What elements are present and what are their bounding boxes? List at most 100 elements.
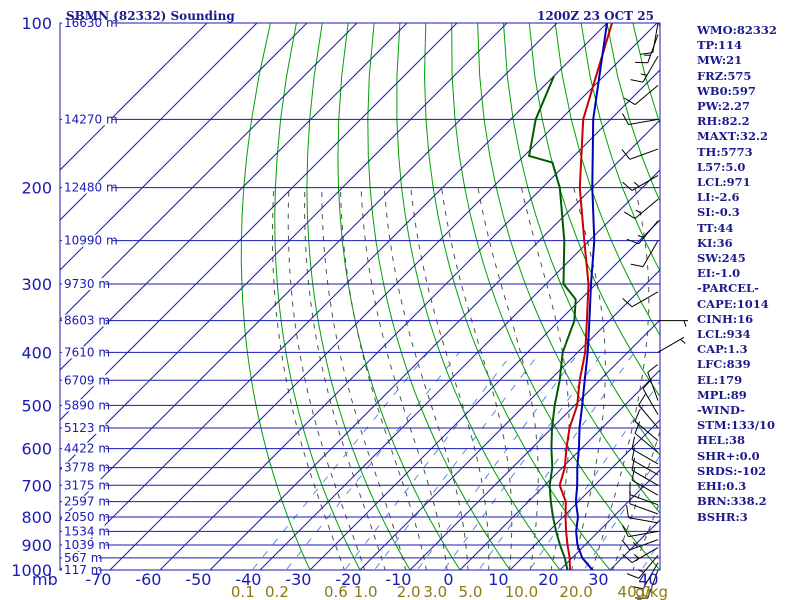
wind-barb-staff (652, 22, 659, 53)
index-item: LCL:934 (697, 327, 751, 342)
wind-barb-half-flag (633, 554, 640, 559)
wind-barb-half-flag (637, 234, 645, 239)
temperature-tick-label: 10 (488, 570, 508, 589)
dry-adiabat (367, 23, 511, 570)
wind-barb-staff (634, 84, 659, 105)
wind-barb (621, 148, 659, 160)
wind-barb-half-flag (633, 541, 638, 548)
mixing-ratio-label: 20.0 (559, 583, 592, 600)
wind-barb-flag (631, 457, 636, 471)
wind-barb (630, 562, 659, 590)
height-label: 567 m (64, 551, 102, 565)
isotherm-line (60, 23, 558, 521)
wind-barb (630, 240, 659, 268)
index-item: TH:5773 (697, 144, 753, 159)
moist-adiabat (272, 187, 345, 570)
index-item: SW:245 (697, 251, 746, 266)
index-item: WMO:82332 (697, 23, 777, 37)
index-item: CINH:16 (697, 311, 754, 326)
wind-barb-flag (626, 238, 639, 245)
wind-barb-staff (631, 547, 659, 564)
isotherm-line (309, 219, 660, 570)
pressure-label: 500 (21, 396, 52, 415)
height-label-bg (62, 538, 106, 551)
wind-barb-staff (638, 220, 659, 245)
wind-barb (621, 539, 659, 551)
height-label: 5123 m (64, 421, 110, 435)
wind-barb (629, 491, 659, 515)
mixing-ratio-line (344, 352, 514, 570)
wind-barb (658, 320, 688, 327)
wind-barb-staff (634, 432, 659, 453)
index-item: TP:114 (697, 38, 743, 53)
index-item: -WIND- (697, 403, 745, 418)
height-label: 8603 m (64, 314, 110, 328)
wind-barb-staff (629, 494, 659, 506)
temperature-tick-label: -40 (235, 570, 261, 589)
height-label-bg (62, 181, 113, 194)
wind-barbs (621, 22, 688, 599)
temperature-tick-label: 20 (538, 570, 558, 589)
wind-barb-staff (631, 291, 659, 308)
wind-barb (640, 22, 659, 55)
wind-barb-flag (621, 539, 631, 551)
wind-barb-flag (638, 393, 646, 406)
mixing-ratio-label: 0.1 (231, 583, 255, 600)
moist-adiabat (521, 187, 570, 570)
index-item: SI:-0.3 (697, 205, 740, 220)
wind-barb (657, 336, 686, 353)
dry-adiabat (423, 23, 611, 570)
wind-barb (647, 364, 659, 401)
wind-barb (622, 547, 659, 564)
isotherm-line (359, 269, 660, 570)
mixing-ratio-line (251, 352, 429, 570)
temperature-labels: mb -70 -60 -50 -40 -30 -20 -10 0 10 20 30 40 (32, 570, 659, 589)
isotherm-line (559, 469, 660, 570)
height-label-bg (62, 442, 106, 455)
mixing-ratio-labels: 0.1 0.2 0.6 1.0 2.0 3.0 5.0 10.0 20.0 40.0g/kg (231, 583, 668, 600)
isotherms (60, 23, 660, 570)
wind-barb-flag (634, 409, 641, 422)
sounding-series (527, 23, 613, 570)
height-label: 7610 m (64, 345, 110, 359)
isotherm-line (159, 69, 660, 570)
moist-adiabat (477, 187, 539, 570)
height-label-bg (62, 564, 99, 576)
wind-barb-flag (626, 573, 639, 579)
wind-barb-staff (642, 388, 659, 415)
moist-adiabat (632, 499, 660, 570)
moist-adiabat (304, 187, 386, 570)
dry-adiabat (580, 23, 660, 272)
height-labels: 16630 m 14270 m 12480 m 10990 m 9730 m 8603 m… (62, 16, 118, 577)
wind-barb-half-flag (637, 569, 645, 573)
moist-adiabat (287, 187, 366, 570)
index-item: KI:36 (697, 235, 733, 250)
wind-barb (629, 481, 659, 506)
wind-barb-flag (622, 298, 633, 308)
wind-barb-flag (630, 585, 644, 590)
height-label-bg (62, 461, 106, 474)
height-label: 1534 m (64, 524, 110, 538)
wind-barb-staff (631, 175, 659, 191)
isotherm-line (60, 23, 258, 221)
height-label: 12480 m (64, 181, 118, 195)
wind-barb (631, 467, 659, 496)
index-item: TT:44 (697, 220, 734, 235)
wind-barb (635, 34, 659, 64)
index-item: EHI:0.3 (697, 479, 747, 494)
height-label-bg (62, 510, 106, 523)
isotherm-line (60, 23, 208, 171)
wind-barb-staff (647, 34, 659, 63)
height-label: 5890 m (64, 398, 110, 412)
wind-barb (634, 409, 659, 441)
mixing-ratio-unit: g/kg (635, 583, 668, 600)
height-label-bg (62, 277, 106, 290)
temperature-tick-label: 40 (638, 570, 658, 589)
index-item: STM:133/10 (697, 418, 776, 433)
index-item: CAPE:1014 (697, 296, 769, 311)
height-label-bg (62, 374, 106, 387)
index-item: FRZ:575 (697, 68, 752, 83)
wind-barb-staff (628, 517, 659, 524)
mixing-ratio-lines (251, 352, 660, 570)
temperature-tick-label: 0 (443, 570, 453, 589)
